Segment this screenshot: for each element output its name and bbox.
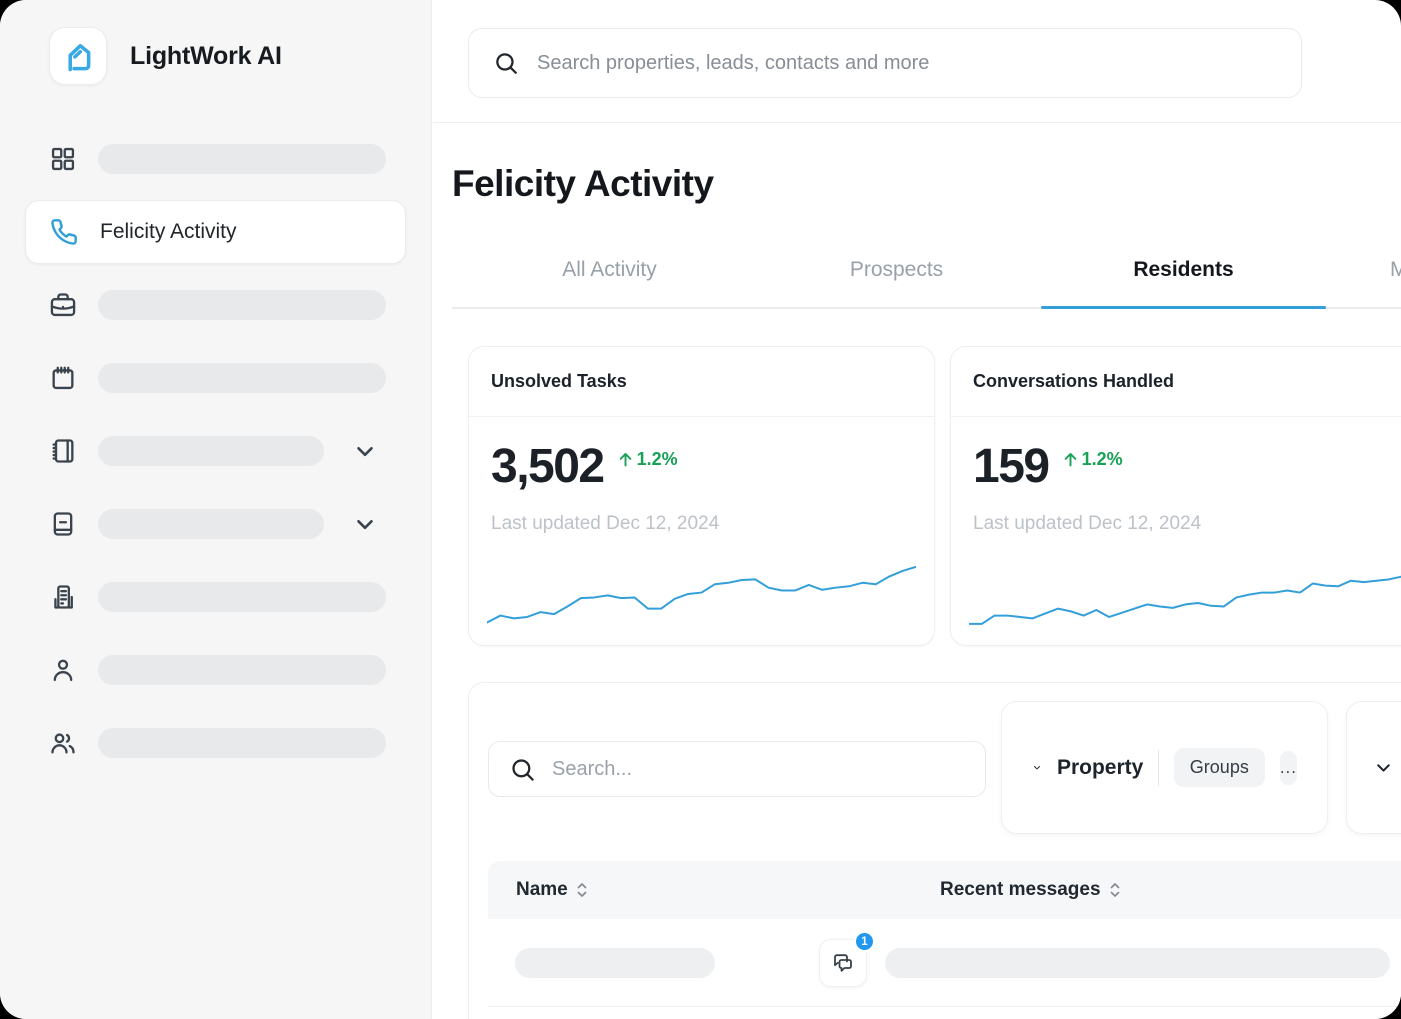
tab-residents[interactable]: Residents (1133, 258, 1234, 281)
sidebar-item-briefcase[interactable] (0, 273, 432, 337)
topbar-divider (433, 122, 1401, 123)
sidebar-item-users[interactable] (0, 711, 432, 775)
stat-delta-value: 1.2% (636, 449, 678, 469)
sparkline-chart (969, 553, 1401, 635)
residents-list-panel: Property Groups ... Name Recent messages (468, 682, 1401, 1019)
tab-all-activity[interactable]: All Activity (562, 258, 657, 281)
column-header-name[interactable]: Name (516, 861, 589, 919)
stat-updated-text: Last updated Dec 12, 2024 (973, 513, 1202, 534)
sidebar-item-calendar[interactable] (0, 346, 432, 410)
chevron-down-icon[interactable] (349, 435, 381, 467)
chevron-down-icon (1033, 765, 1040, 770)
stat-value: 159 (973, 440, 1050, 493)
briefcase-icon (48, 290, 78, 320)
column-label: Recent messages (940, 879, 1101, 900)
messages-icon (834, 954, 852, 972)
users-icon (48, 728, 78, 758)
more-options-button[interactable]: ... (1279, 750, 1297, 785)
sidebar-item-notebook[interactable] (0, 419, 432, 483)
sidebar-item-dashboard[interactable] (0, 127, 432, 191)
nav-label-placeholder (98, 144, 386, 174)
sort-icon[interactable] (1108, 882, 1122, 898)
column-header-recent-messages[interactable]: Recent messages (940, 861, 1122, 919)
brand-name: LightWork AI (130, 42, 282, 70)
chevron-down-icon[interactable] (349, 508, 381, 540)
page-title: Felicity Activity (452, 163, 714, 204)
list-search[interactable] (488, 741, 986, 797)
user-icon (48, 655, 78, 685)
phone-icon (49, 217, 79, 247)
sidebar-item-book[interactable] (0, 492, 432, 556)
nav-label-placeholder (98, 290, 386, 320)
grid-icon (48, 144, 78, 174)
stat-updated-text: Last updated Dec 12, 2024 (491, 513, 720, 534)
secondary-filter[interactable] (1346, 701, 1401, 834)
sidebar-item-label: Felicity Activity (100, 220, 237, 243)
search-icon (512, 758, 534, 781)
nav-label-placeholder (98, 728, 386, 758)
stat-value: 3,502 (491, 440, 605, 493)
unread-count-badge: 1 (854, 931, 875, 952)
brand-logo[interactable] (49, 27, 107, 85)
active-tab-underline (1041, 306, 1326, 309)
sidebar-item-user[interactable] (0, 638, 432, 702)
sort-icon[interactable] (575, 882, 589, 898)
sidebar-item-building[interactable] (0, 565, 432, 629)
stat-card-title: Unsolved Tasks (469, 347, 934, 417)
stat-card-conversations-handled: Conversations Handled 159 1.2% Last upda… (950, 346, 1401, 646)
stat-card-unsolved-tasks: Unsolved Tasks 3,502 1.2% Last updated D… (468, 346, 935, 646)
sparkline-chart (487, 553, 916, 635)
nav-label-placeholder (98, 655, 386, 685)
book-icon (48, 509, 78, 539)
arrow-up-icon (1064, 453, 1076, 467)
tab-clipped[interactable]: M (1390, 258, 1401, 281)
property-filter-label: Property (1056, 755, 1144, 779)
list-search-input[interactable] (552, 757, 965, 781)
stat-card-title: Conversations Handled (951, 347, 1401, 417)
tab-bar: All Activity Prospects Residents M (452, 248, 1401, 309)
property-filter[interactable]: Property Groups ... (1001, 701, 1328, 834)
building-icon (48, 582, 78, 612)
messages-button[interactable]: 1 (819, 931, 875, 987)
table-header: Name Recent messages (488, 861, 1401, 919)
sidebar: LightWork AI Felicity Activity (0, 0, 432, 1019)
table-row[interactable]: 1 (488, 919, 1401, 1007)
notebook-icon (48, 436, 78, 466)
tab-prospects[interactable]: Prospects (849, 258, 944, 281)
stat-delta: 1.2% (1061, 449, 1123, 470)
nav-label-placeholder (98, 436, 324, 466)
global-search[interactable] (468, 28, 1302, 98)
column-label: Name (516, 879, 568, 900)
stat-delta-value: 1.2% (1081, 449, 1123, 469)
row-name-placeholder (515, 948, 715, 978)
stat-delta: 1.2% (616, 449, 678, 470)
nav-label-placeholder (98, 509, 324, 539)
groups-button[interactable]: Groups (1173, 748, 1265, 787)
chevron-down-icon (1377, 764, 1390, 772)
sidebar-item-felicity-activity[interactable]: Felicity Activity (25, 200, 406, 264)
nav-label-placeholder (98, 582, 386, 612)
row-message-placeholder (885, 948, 1390, 978)
arrow-up-icon (619, 453, 631, 467)
calendar-icon (48, 363, 78, 393)
search-icon (496, 53, 517, 74)
house-logo-icon (68, 44, 91, 72)
global-search-input[interactable] (537, 51, 1277, 75)
nav-label-placeholder (98, 363, 386, 393)
